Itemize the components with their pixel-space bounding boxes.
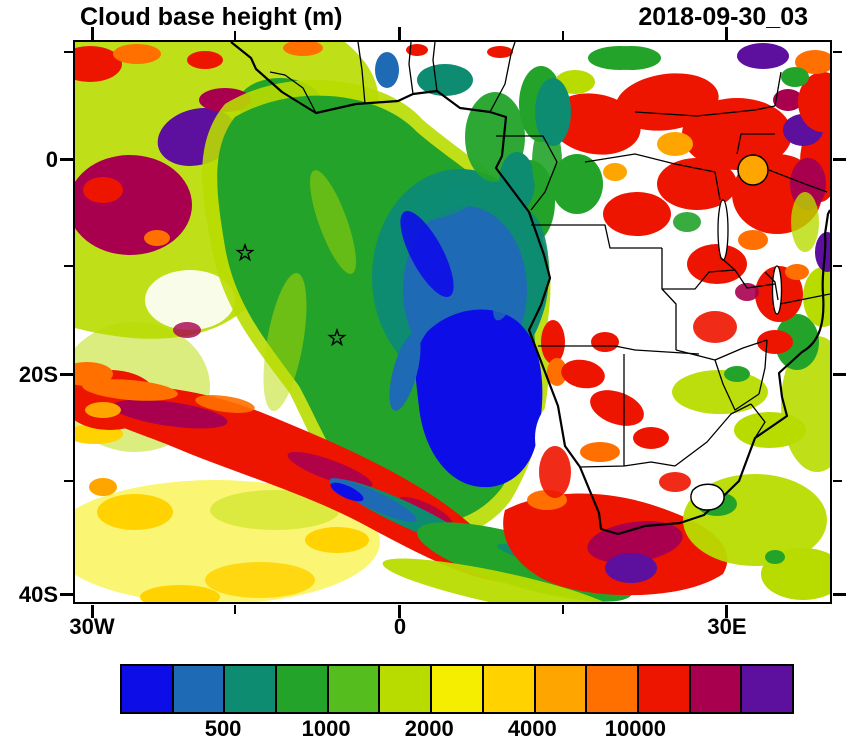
lakes-layer <box>717 154 783 315</box>
plot-timestamp: 2018-09-30_03 <box>638 3 808 31</box>
colorbar-cell <box>277 666 329 712</box>
axis-tick <box>833 593 846 596</box>
colorbar-cell <box>535 666 588 712</box>
lake-tanganyika <box>717 199 729 261</box>
axis-tick <box>60 373 73 376</box>
map-canvas <box>75 42 830 602</box>
x-axis-label-0: 0 <box>393 614 407 639</box>
colorbar-cell <box>380 666 433 712</box>
axis-tick <box>234 31 236 40</box>
colorbar-tick-label: 10000 <box>604 716 666 741</box>
axis-tick <box>833 158 846 161</box>
axis-tick <box>562 31 564 40</box>
axis-tick <box>64 51 73 53</box>
axis-tick <box>91 605 94 618</box>
colorbar-cell <box>432 666 484 712</box>
colorbar-cell <box>638 666 691 712</box>
colorbar-cells <box>122 666 792 712</box>
axis-tick <box>64 265 73 267</box>
y-axis-label-0: 0 <box>45 147 58 172</box>
axis-tick <box>60 593 73 596</box>
x-axis-label-30e: 30E <box>707 614 747 639</box>
axis-tick <box>833 51 842 53</box>
axis-tick <box>833 373 846 376</box>
colorbar-tick-label: 2000 <box>404 716 454 741</box>
colorbar-cell <box>690 666 743 712</box>
axis-tick <box>833 480 842 482</box>
axis-tick <box>562 605 564 614</box>
colorbar-cell <box>742 666 792 712</box>
axis-tick <box>725 27 728 40</box>
colorbar-cell <box>122 666 174 712</box>
colorbar <box>120 664 794 714</box>
axis-tick <box>234 605 236 614</box>
map-plot-area <box>73 40 832 604</box>
africa-coastline <box>230 42 830 536</box>
colorbar-cell <box>328 666 381 712</box>
lake-malawi <box>771 265 783 315</box>
colorbar-labels: 500 1000 2000 4000 10000 <box>120 716 790 744</box>
colorbar-tick-label: 500 <box>204 716 242 741</box>
axis-tick <box>833 265 842 267</box>
colorbar-cell <box>587 666 639 712</box>
field-south-coast-red <box>503 320 728 596</box>
y-axis-label-20s: 20S <box>18 362 58 387</box>
x-axis-label-30w: 30W <box>69 614 115 639</box>
coastline-layer <box>230 42 830 536</box>
axis-tick <box>398 605 401 618</box>
colorbar-cell <box>483 666 536 712</box>
axis-tick <box>64 480 73 482</box>
colorbar-cell <box>173 666 226 712</box>
colorbar-tick-label: 1000 <box>301 716 351 741</box>
axis-tick <box>725 605 728 618</box>
colorbar-cell <box>225 666 278 712</box>
plot-title: Cloud base height (m) <box>80 3 343 31</box>
lesotho-border <box>690 483 725 511</box>
axis-tick <box>398 27 401 40</box>
country-borders-layer <box>269 42 830 468</box>
field-stratocumulus-deck <box>202 79 611 541</box>
y-axis-label-40s: 40S <box>18 582 58 607</box>
colorbar-tick-label: 4000 <box>507 716 557 741</box>
axis-tick <box>91 27 94 40</box>
axis-tick <box>60 158 73 161</box>
lake-victoria <box>737 154 769 186</box>
